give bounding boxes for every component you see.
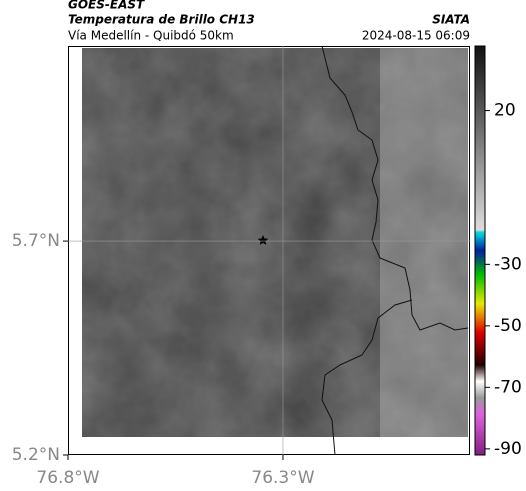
title: GOES-EAST [68,0,145,12]
bright-east [380,48,468,437]
boundary [321,47,469,454]
lat-tick-label: 5.7°N [12,231,60,251]
source: SIATA [432,13,470,27]
colorbar-tick-label: -30 [494,254,522,274]
region: Vía Medellín - Quibdó 50km [68,29,234,43]
map-frame [68,46,470,455]
lon-tick-label: 76.8°W [36,468,99,488]
subtitle: Temperatura de Brillo CH13 [68,13,255,27]
colorbar-tick-label: -50 [494,316,522,336]
colorbar-tick-label: -70 [494,377,522,397]
cloud-texture [82,48,468,437]
colorbar-tick-label: -90 [494,439,522,459]
colorbar [474,45,486,456]
map-area [82,47,469,454]
lon-tick-label: 76.3°W [251,468,314,488]
colorbar-tick-label: 20 [494,101,516,121]
location-marker [257,235,269,245]
datetime: 2024-08-15 06:09 [362,29,470,43]
lat-tick-label: 5.2°N [12,445,60,465]
